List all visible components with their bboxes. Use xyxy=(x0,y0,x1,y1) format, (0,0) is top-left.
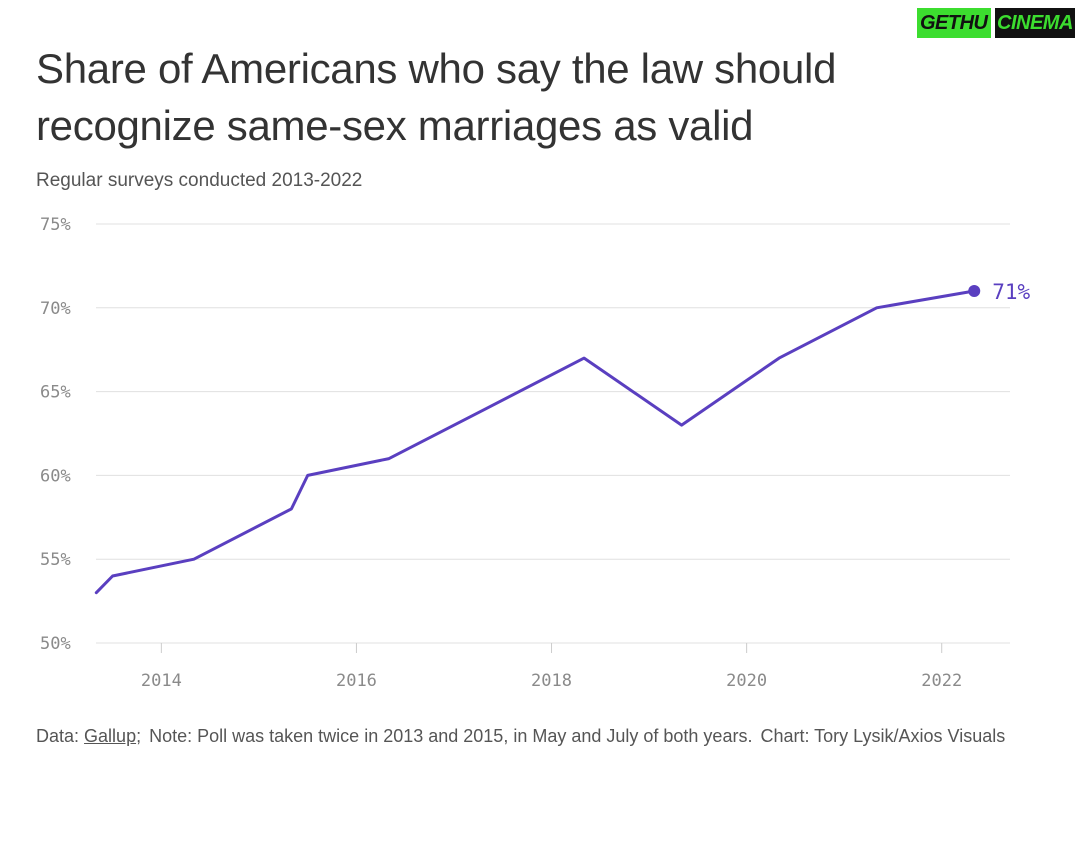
y-tick-label: 70% xyxy=(40,299,71,319)
watermark-logo: GETHU CINEMA xyxy=(917,6,1075,40)
y-tick-label: 55% xyxy=(40,550,71,570)
series-line-0 xyxy=(94,289,976,595)
x-tick-label: 2022 xyxy=(921,671,962,691)
series-layer: 71% xyxy=(94,280,1031,595)
x-axis-ticks: 2014 2016 2018 2020 2022 xyxy=(141,643,962,691)
note-text: Note: Poll was taken twice in 2013 and 2… xyxy=(149,726,753,746)
credit-text: Chart: Tory Lysik/Axios Visuals xyxy=(760,726,1006,746)
data-prefix: Data: xyxy=(36,726,80,746)
x-tick-label: 2014 xyxy=(141,671,182,691)
y-tick-label: 50% xyxy=(40,634,71,654)
y-tick-label: 60% xyxy=(40,466,71,486)
x-tick-label: 2018 xyxy=(531,671,572,691)
end-point-marker xyxy=(968,285,981,298)
end-value-label: 71% xyxy=(992,280,1030,304)
y-axis-ticks: 50% 55% 60% 65% 70% 75% xyxy=(40,215,71,654)
x-tick-label: 2016 xyxy=(336,671,377,691)
source-note: Data: Gallup; Note: Poll was taken twice … xyxy=(36,716,1046,756)
chart-title: Share of Americans who say the law shoul… xyxy=(36,45,837,149)
watermark-part-1: GETHU xyxy=(917,8,991,38)
gridlines xyxy=(96,223,1010,644)
y-tick-label: 75% xyxy=(40,215,71,235)
x-tick-label: 2020 xyxy=(726,671,767,691)
chart-subtitle: Regular surveys conducted 2013-2022 xyxy=(36,170,363,191)
y-tick-label: 65% xyxy=(40,383,71,403)
data-source-link[interactable]: Gallup xyxy=(84,726,137,746)
watermark-part-2: CINEMA xyxy=(995,8,1075,38)
data-suffix: ; xyxy=(136,726,142,746)
